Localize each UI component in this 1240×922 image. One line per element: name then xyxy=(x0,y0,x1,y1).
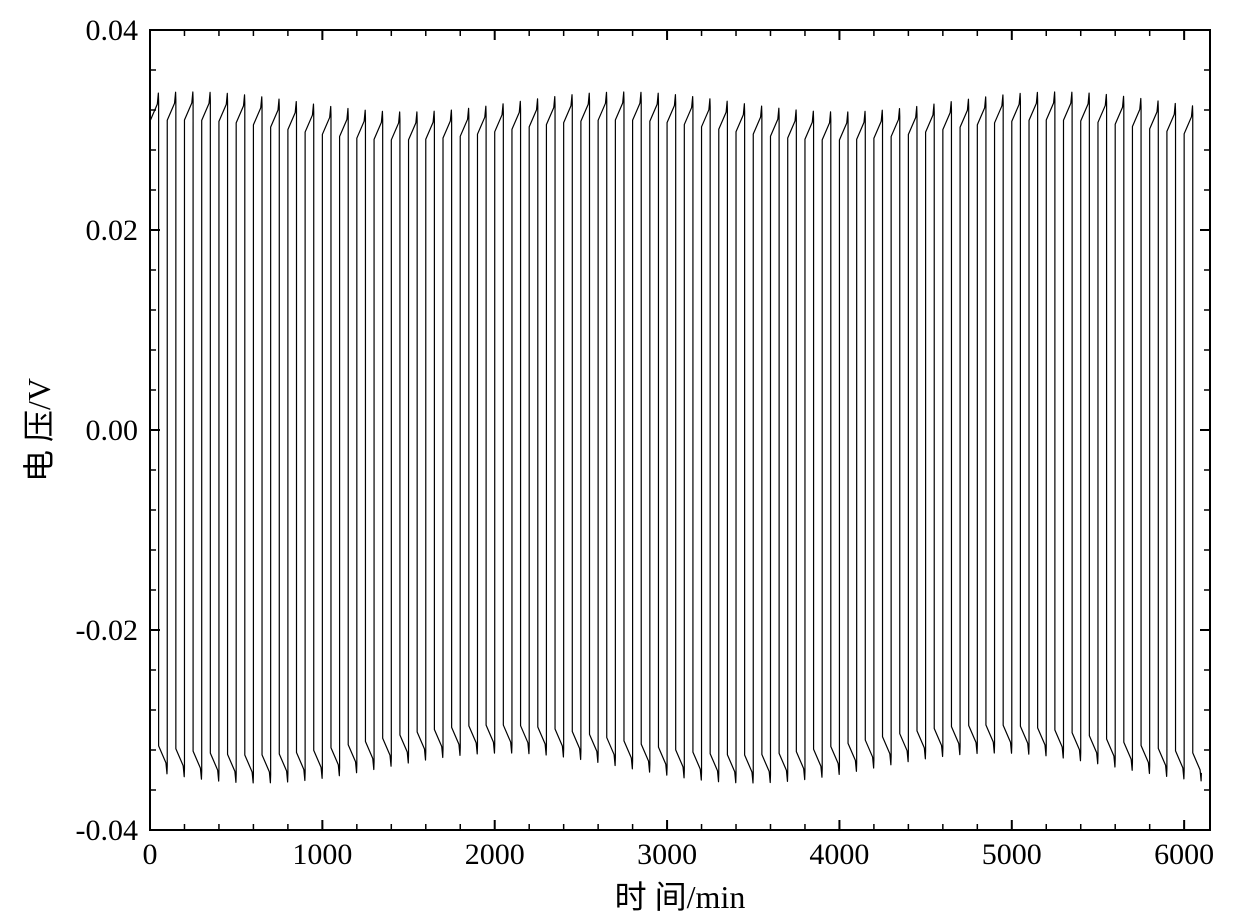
x-tick-label: 0 xyxy=(143,838,158,871)
voltage-cycling-chart: 0 1000 2000 3000 4000 5000 6000 -0.04 -0.02 0.00… xyxy=(0,0,1240,922)
plot-border xyxy=(150,30,1210,830)
x-tick-label: 6000 xyxy=(1154,838,1214,871)
y-tick-label: 0.00 xyxy=(86,414,139,447)
x-axis-ticks: 0 1000 2000 3000 4000 5000 6000 xyxy=(143,30,1215,871)
x-tick-label: 1000 xyxy=(292,838,352,871)
x-tick-label: 3000 xyxy=(637,838,697,871)
y-tick-label: -0.04 xyxy=(76,814,139,847)
y-tick-label: 0.02 xyxy=(86,214,139,247)
y-axis-label: 电 压/V xyxy=(21,378,57,482)
y-tick-label: -0.02 xyxy=(76,614,139,647)
x-tick-label: 5000 xyxy=(982,838,1042,871)
x-tick-label: 2000 xyxy=(465,838,525,871)
y-axis-ticks: -0.04 -0.02 0.00 0.02 0.04 xyxy=(76,14,1211,847)
voltage-trace xyxy=(150,92,1201,783)
x-tick-label: 4000 xyxy=(809,838,869,871)
x-axis-label: 时 间/min xyxy=(615,879,746,915)
y-tick-label: 0.04 xyxy=(86,14,139,47)
chart-svg: 0 1000 2000 3000 4000 5000 6000 -0.04 -0.02 0.00… xyxy=(0,0,1240,922)
